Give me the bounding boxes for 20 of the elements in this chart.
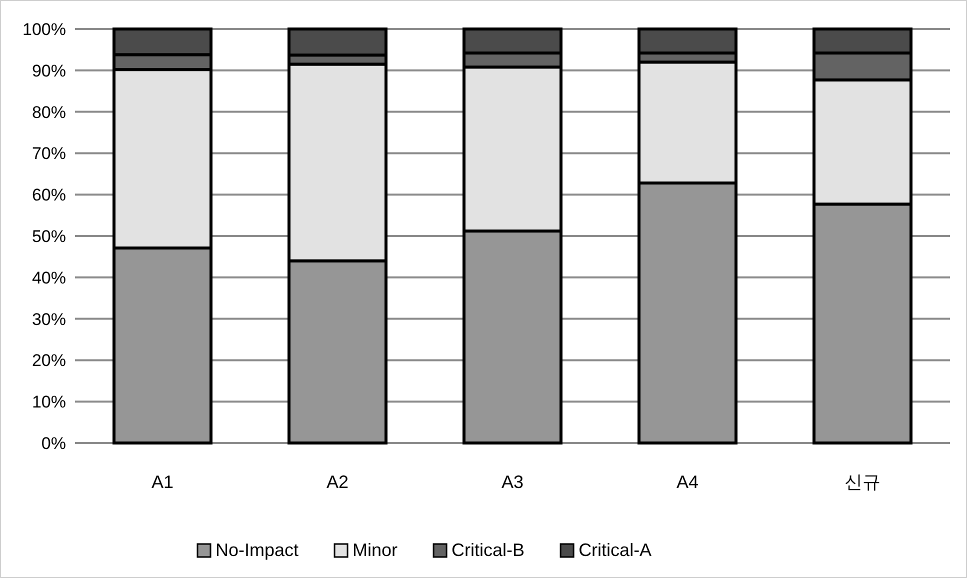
y-tick-label: 40% <box>32 268 66 288</box>
y-tick-label: 80% <box>32 102 66 122</box>
legend-label: Critical-A <box>578 540 652 560</box>
y-tick-label: 10% <box>32 392 66 412</box>
legend-label: Critical-B <box>452 540 525 560</box>
y-tick-label: 90% <box>32 61 66 80</box>
y-tick-label: 60% <box>32 186 66 205</box>
x-tick-label: A4 <box>676 472 699 492</box>
legend-label: No-Impact <box>216 540 299 560</box>
x-tick-label: A1 <box>151 472 174 492</box>
y-tick-label: 0% <box>41 434 66 453</box>
x-tick-label: 신규 <box>844 472 880 492</box>
y-tick-label: 50% <box>32 227 66 246</box>
y-tick-label: 70% <box>32 144 66 164</box>
x-tick-label: A2 <box>326 472 349 492</box>
y-tick-label: 100% <box>22 20 66 39</box>
legend-label: Minor <box>352 540 398 560</box>
y-tick-label: 30% <box>32 310 66 329</box>
x-tick-label: A3 <box>501 472 524 492</box>
y-tick-label: 20% <box>32 351 66 370</box>
